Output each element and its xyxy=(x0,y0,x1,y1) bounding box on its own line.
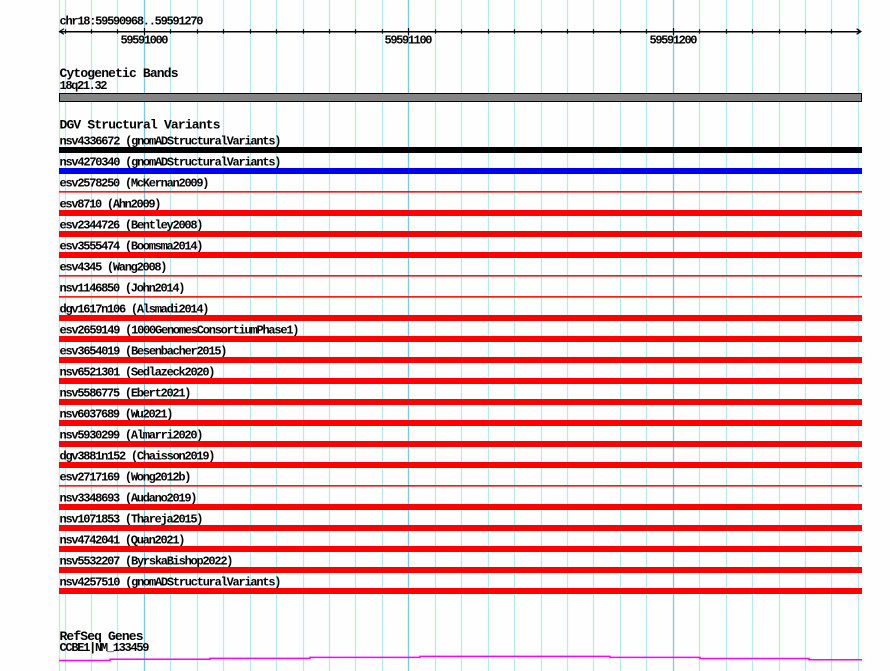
svg-text:esv2659149 (1000GenomesConsort: esv2659149 (1000GenomesConsortiumPhase1) xyxy=(60,324,300,338)
svg-text:esv2717169 (Wong2012b): esv2717169 (Wong2012b) xyxy=(60,471,192,485)
svg-text:dgv1617n106 (Alsmadi2014): dgv1617n106 (Alsmadi2014) xyxy=(60,303,210,317)
svg-text:nsv1146850 (John2014): nsv1146850 (John2014) xyxy=(60,282,186,296)
svg-text:nsv6037689 (Wu2021): nsv6037689 (Wu2021) xyxy=(60,408,174,422)
svg-text:nsv1071853 (Thareja2015): nsv1071853 (Thareja2015) xyxy=(60,513,204,527)
svg-text:dgv3881n152 (Chaisson2019): dgv3881n152 (Chaisson2019) xyxy=(60,450,216,464)
svg-text:Cytogenetic Bands: Cytogenetic Bands xyxy=(60,66,179,81)
svg-text:nsv5532207 (ByrskaBishop2022): nsv5532207 (ByrskaBishop2022) xyxy=(60,555,234,569)
svg-text:nsv3348693 (Audano2019): nsv3348693 (Audano2019) xyxy=(60,492,198,506)
svg-text:esv4345 (Wang2008): esv4345 (Wang2008) xyxy=(60,261,168,275)
svg-text:esv8710 (Ahn2009): esv8710 (Ahn2009) xyxy=(60,198,162,212)
svg-text:chr18:59590968..59591270: chr18:59590968..59591270 xyxy=(60,15,204,29)
svg-text:59591000: 59591000 xyxy=(121,34,169,48)
svg-text:esv3654019 (Besenbacher2015): esv3654019 (Besenbacher2015) xyxy=(60,345,228,359)
svg-text:DGV Structural Variants: DGV Structural Variants xyxy=(60,118,221,133)
svg-text:nsv4742041 (Quan2021): nsv4742041 (Quan2021) xyxy=(60,534,186,548)
svg-text:18q21.32: 18q21.32 xyxy=(60,79,108,93)
svg-text:esv3555474 (Boomsma2014): esv3555474 (Boomsma2014) xyxy=(60,240,204,254)
svg-text:RefSeq Genes: RefSeq Genes xyxy=(60,629,144,644)
svg-text:CCBE1|NM_133459: CCBE1|NM_133459 xyxy=(60,641,150,655)
svg-text:esv2344726 (Bentley2008): esv2344726 (Bentley2008) xyxy=(60,219,204,233)
svg-text:nsv6521301 (Sedlazeck2020): nsv6521301 (Sedlazeck2020) xyxy=(60,366,216,380)
svg-text:nsv4270340 (gnomADStructuralVa: nsv4270340 (gnomADStructuralVariants) xyxy=(60,156,282,170)
svg-text:nsv5930299 (Almarri2020): nsv5930299 (Almarri2020) xyxy=(60,429,204,443)
svg-text:59591100: 59591100 xyxy=(385,34,433,48)
svg-text:nsv5586775 (Ebert2021): nsv5586775 (Ebert2021) xyxy=(60,387,192,401)
svg-text:59591200: 59591200 xyxy=(650,34,698,48)
svg-text:nsv4336672 (gnomADStructuralVa: nsv4336672 (gnomADStructuralVariants) xyxy=(60,135,282,149)
svg-text:nsv4257510 (gnomADStructuralVa: nsv4257510 (gnomADStructuralVariants) xyxy=(60,576,282,590)
svg-text:esv2578250 (McKernan2009): esv2578250 (McKernan2009) xyxy=(60,177,210,191)
